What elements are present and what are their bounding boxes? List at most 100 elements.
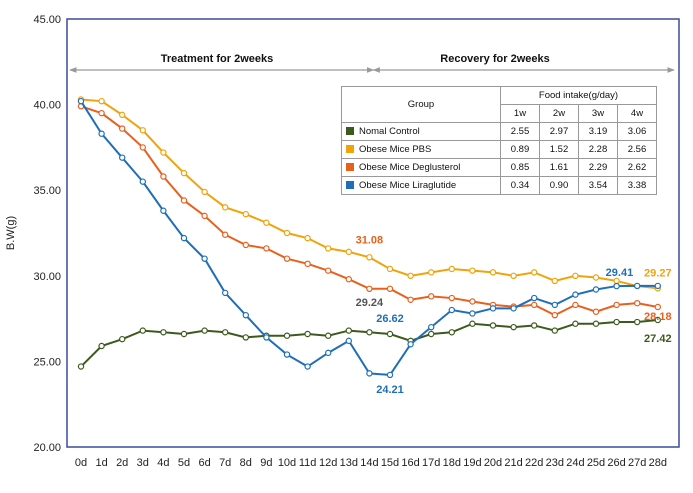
x-tick-label: 25d xyxy=(587,457,605,469)
data-point xyxy=(386,330,394,338)
data-point xyxy=(407,272,414,279)
data-point xyxy=(572,272,579,279)
table-value-cell: 2.62 xyxy=(617,158,657,177)
data-point xyxy=(613,301,620,309)
series-line xyxy=(80,318,658,368)
x-tick-label: 15d xyxy=(381,457,399,469)
data-point xyxy=(469,298,476,305)
data-label: 28.18 xyxy=(644,311,672,323)
data-point xyxy=(139,178,146,185)
table-week-header: 2w xyxy=(539,104,579,123)
data-point xyxy=(428,293,435,300)
table-value-cell: 0.90 xyxy=(539,176,579,195)
table-week-header: 3w xyxy=(578,104,618,123)
x-tick-label: 6d xyxy=(198,457,210,469)
legend-label: Obese Mice PBS xyxy=(359,144,432,155)
data-point xyxy=(98,109,105,117)
data-point xyxy=(469,267,476,274)
table-value-cell: 0.85 xyxy=(500,158,540,177)
data-point xyxy=(469,310,476,317)
table-week-header: 4w xyxy=(617,104,657,123)
data-point xyxy=(448,294,455,302)
data-point xyxy=(510,272,517,279)
data-point xyxy=(98,342,105,350)
legend-swatch xyxy=(346,145,354,153)
x-tick-label: 0d xyxy=(75,457,87,469)
x-tick-label: 4d xyxy=(157,457,169,469)
data-point xyxy=(180,169,188,177)
data-point xyxy=(325,245,332,252)
data-point xyxy=(160,207,167,214)
data-point xyxy=(448,306,455,314)
data-point xyxy=(304,234,311,242)
x-tick-label: 8d xyxy=(240,457,252,469)
x-tick-label: 23d xyxy=(546,457,564,469)
data-point xyxy=(592,308,600,315)
x-tick-label: 12d xyxy=(319,457,337,469)
data-point xyxy=(407,341,414,348)
data-point xyxy=(428,323,435,331)
data-point xyxy=(489,322,497,329)
x-tick-label: 16d xyxy=(401,457,419,469)
x-tick-label: 5d xyxy=(178,457,190,469)
data-point xyxy=(160,149,167,156)
table-value-cell: 2.55 xyxy=(500,122,540,141)
data-point xyxy=(201,212,208,220)
legend-label: Nomal Control xyxy=(359,126,420,137)
data-point xyxy=(201,188,208,196)
data-point xyxy=(654,282,662,290)
data-point xyxy=(221,231,229,238)
table-value-cell: 3.38 xyxy=(617,176,657,195)
table-group-cell: Obese Mice Liraglutide xyxy=(341,176,501,195)
data-point xyxy=(531,269,538,276)
data-point xyxy=(160,173,167,180)
data-point xyxy=(572,320,579,327)
data-point xyxy=(304,363,311,370)
data-point xyxy=(345,337,352,345)
x-tick-label: 3d xyxy=(137,457,149,469)
table-value-cell: 3.54 xyxy=(578,176,618,195)
data-point xyxy=(366,285,373,293)
data-point xyxy=(592,320,600,327)
data-point xyxy=(634,282,641,290)
data-point xyxy=(98,130,105,137)
data-point xyxy=(304,260,311,268)
data-point xyxy=(118,154,126,161)
data-point xyxy=(242,334,249,341)
data-point xyxy=(386,285,394,293)
data-point xyxy=(654,316,662,324)
x-tick-label: 1d xyxy=(95,457,107,469)
data-point xyxy=(263,245,270,252)
data-point xyxy=(634,318,641,326)
phase-label: Recovery for 2weeks xyxy=(440,53,549,65)
x-tick-label: 13d xyxy=(340,457,358,469)
x-tick-label: 17d xyxy=(422,457,440,469)
table-value-cell: 1.61 xyxy=(539,158,579,177)
x-tick-label: 24d xyxy=(566,457,584,469)
x-tick-label: 28d xyxy=(649,457,667,469)
x-tick-label: 19d xyxy=(463,457,481,469)
x-tick-label: 21d xyxy=(504,457,522,469)
data-point xyxy=(201,255,208,262)
table-value-cell: 2.28 xyxy=(578,140,618,159)
x-tick-label: 26d xyxy=(607,457,625,469)
y-tick-label: 35.00 xyxy=(33,185,61,197)
legend-swatch xyxy=(346,163,354,171)
data-point xyxy=(263,334,270,341)
x-tick-label: 2d xyxy=(116,457,128,469)
x-tick-label: 7d xyxy=(219,457,231,469)
data-point xyxy=(551,301,559,309)
data-point xyxy=(160,329,167,336)
data-point xyxy=(366,329,373,336)
y-tick-label: 25.00 xyxy=(33,356,61,368)
data-point xyxy=(428,269,435,276)
data-point xyxy=(118,125,126,132)
food-intake-table: Group Food intake(g/day) 1w 2w 3w 4w Nomal … xyxy=(341,86,657,195)
table-week-header: 1w xyxy=(500,104,540,123)
data-point xyxy=(592,274,600,281)
data-point xyxy=(366,254,373,261)
data-point xyxy=(304,330,311,338)
data-point xyxy=(139,327,146,334)
table-row: Obese Mice Deglusterol 0.85 1.61 2.29 2.62 xyxy=(341,158,657,177)
table-group-cell: Obese Mice Deglusterol xyxy=(341,158,501,177)
